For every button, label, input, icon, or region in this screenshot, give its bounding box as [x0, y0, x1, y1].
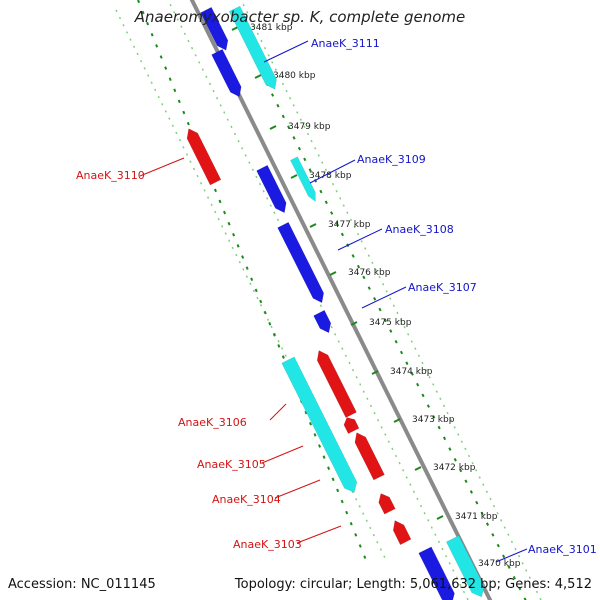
gene-arrow-forward-3101[interactable] [418, 546, 455, 600]
gene-arrow-reverse-3103a[interactable] [378, 493, 396, 515]
kbp-tick-label: 3479 kbp [288, 122, 331, 132]
kbp-tick-label: 3478 kbp [309, 171, 352, 181]
gene-arrow-rna-3101[interactable] [445, 535, 485, 598]
kbp-tick-mark [309, 223, 317, 228]
kbp-tick-mark [371, 370, 379, 375]
kbp-tick-label: 3472 kbp [433, 463, 476, 473]
leader-line-anaek-3108 [337, 228, 383, 251]
kbp-tick-label: 3470 kbp [478, 559, 521, 569]
gene-arrow-reverse-3110[interactable] [186, 128, 222, 186]
gene-arrow-forward-3108[interactable] [277, 221, 324, 304]
map-title: Anaeromyxobacter sp. K, complete genome [134, 8, 466, 26]
kbp-tick-label: 3476 kbp [348, 268, 391, 278]
kbp-tick-mark [414, 466, 422, 471]
ruler-boundary-line [240, 0, 542, 600]
kbp-tick-mark [290, 174, 298, 179]
gene-arrow-forward-3107[interactable] [313, 309, 332, 334]
gene-arrow-reverse-3103b[interactable] [392, 520, 412, 546]
gene-label-anaek-3103[interactable]: AnaeK_3103 [233, 538, 302, 551]
kbp-tick-label: 3477 kbp [328, 220, 371, 230]
gene-label-anaek-3109[interactable]: AnaeK_3109 [357, 153, 426, 166]
leader-line-anaek-3105 [261, 445, 304, 464]
kbp-tick-label: 3473 kbp [412, 415, 455, 425]
gene-label-anaek-3105[interactable]: AnaeK_3105 [197, 458, 266, 471]
gene-leader-lines [139, 40, 528, 563]
genes[interactable] [186, 5, 485, 600]
leader-line-anaek-3103 [296, 525, 342, 544]
gene-arrow-rna-3111[interactable] [228, 5, 277, 90]
kbp-tick-mark [254, 74, 262, 79]
leader-line-anaek-3110 [139, 157, 185, 177]
kbp-tick-label: 3474 kbp [390, 367, 433, 377]
gene-arrow-reverse-3104[interactable] [354, 432, 385, 481]
gene-label-anaek-3101[interactable]: AnaeK_3101 [528, 543, 597, 556]
accession-text: Accession: NC_011145 [8, 577, 156, 592]
kbp-tick-label: 3480 kbp [273, 71, 316, 81]
gene-arrow-reverse-3105[interactable] [343, 417, 360, 434]
gene-labels: AnaeK_3111 AnaeK_3109 AnaeK_3108 AnaeK_3… [76, 37, 597, 556]
outer-boundary-line [167, 0, 469, 600]
kbp-tick-mark [269, 125, 277, 130]
kbp-tick-mark [350, 321, 358, 326]
gene-label-anaek-3107[interactable]: AnaeK_3107 [408, 281, 477, 294]
gene-arrow-forward-3111[interactable] [211, 48, 242, 98]
kbp-tick-mark [231, 26, 239, 31]
kbp-tick-mark [393, 418, 401, 423]
kbp-tick-label: 3481 kbp [250, 23, 293, 33]
gene-arrow-forward-3112[interactable] [200, 6, 229, 51]
gene-label-anaek-3104[interactable]: AnaeK_3104 [212, 493, 281, 506]
gene-label-anaek-3111[interactable]: AnaeK_3111 [311, 37, 380, 50]
genome-stats-text: Topology: circular; Length: 5,061,632 bp… [234, 577, 592, 592]
leader-line-anaek-3109 [309, 159, 356, 184]
gene-arrow-forward-3109[interactable] [256, 164, 287, 214]
leader-line-anaek-3104 [274, 479, 321, 499]
gene-arrow-reverse-3106[interactable] [316, 350, 357, 418]
leader-line-anaek-3107 [361, 286, 407, 309]
kbp-tick-mark [436, 515, 444, 520]
kbp-tick-mark [329, 271, 337, 276]
gene-label-anaek-3108[interactable]: AnaeK_3108 [385, 223, 454, 236]
gene-label-anaek-3106[interactable]: AnaeK_3106 [178, 416, 247, 429]
leader-line-anaek-3111 [263, 40, 309, 63]
gene-label-anaek-3110[interactable]: AnaeK_3110 [76, 169, 145, 182]
kbp-tick-label: 3475 kbp [369, 318, 412, 328]
strip-boundary-lines [115, 0, 542, 600]
leader-line-anaek-3101 [495, 548, 528, 563]
kbp-tick-label: 3471 kbp [455, 512, 498, 522]
kbp-ticks: 3481 kbp 3480 kbp 3479 kbp 3478 kbp 3477 kbp… [231, 23, 521, 569]
gene-arrow-rna-3106[interactable] [281, 356, 358, 493]
gene-arrow-rna-3109[interactable] [290, 156, 316, 203]
leader-line-anaek-3106 [269, 403, 287, 421]
